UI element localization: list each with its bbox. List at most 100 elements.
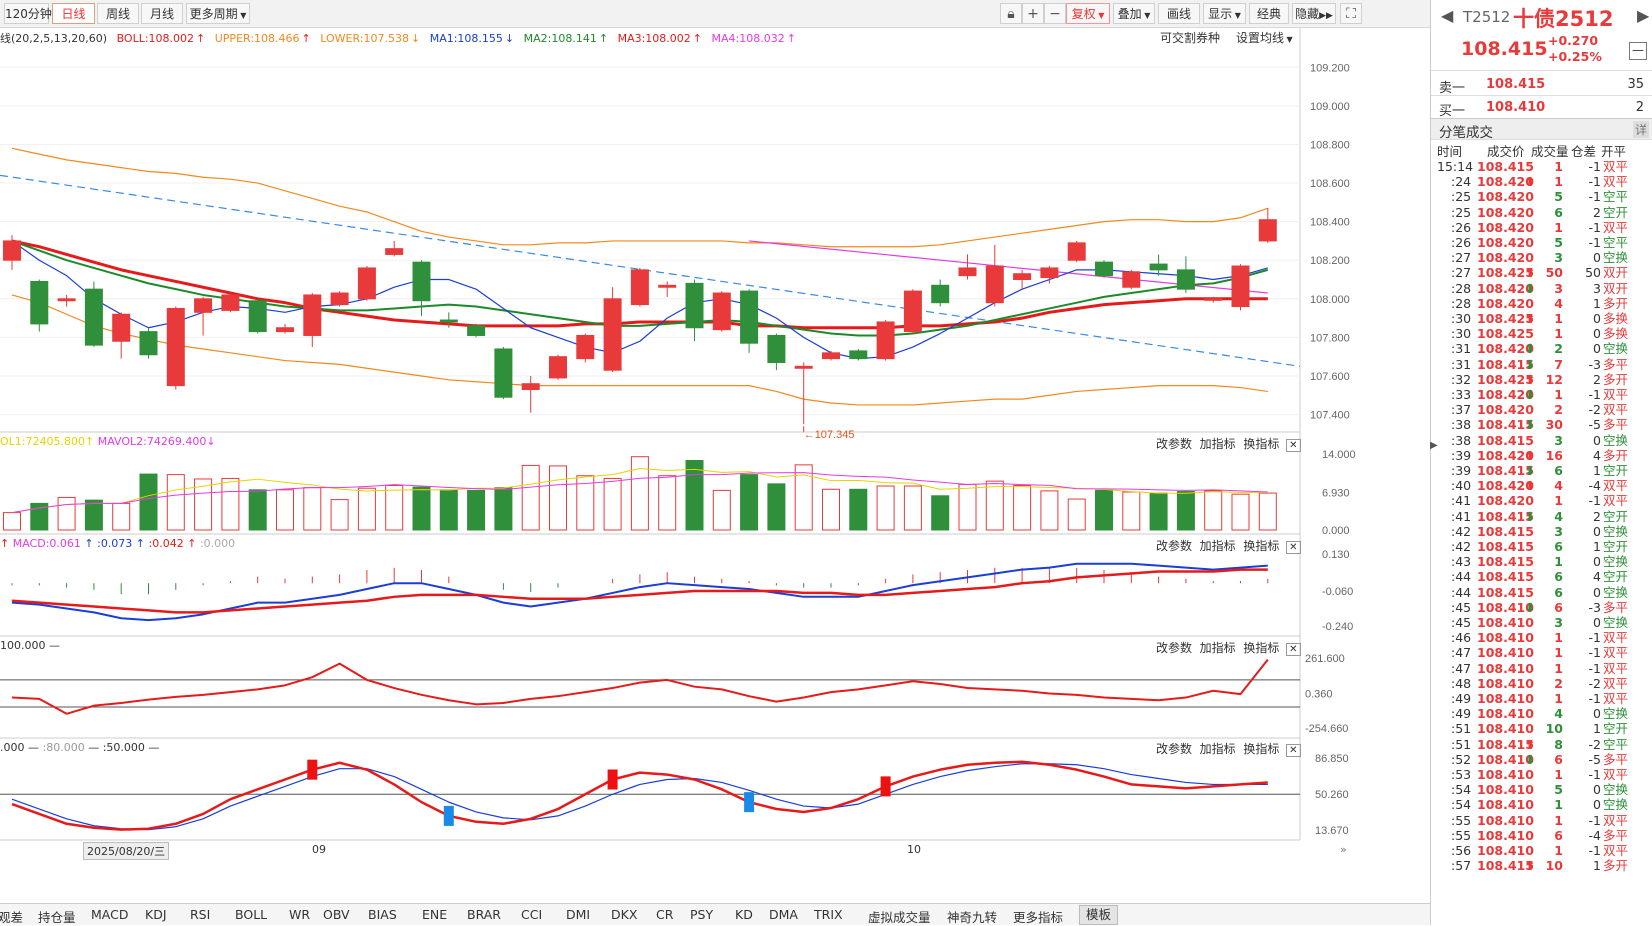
- swap-indicator-button[interactable]: 换指标: [1243, 641, 1280, 655]
- add-indicator-button[interactable]: 加指标: [1199, 539, 1236, 553]
- change-params-button[interactable]: 改参数: [1156, 742, 1193, 756]
- tick-oi: -5: [1588, 417, 1601, 433]
- tick-price: 108.425: [1477, 326, 1534, 342]
- close-icon[interactable]: ✕: [1286, 439, 1301, 452]
- tick-price: 108.415: [1477, 554, 1534, 570]
- period-week-tab[interactable]: 周线: [97, 3, 139, 24]
- indicator-tab[interactable]: DKX: [611, 907, 638, 922]
- zoom-out-icon[interactable]: −: [1044, 3, 1066, 24]
- indicator-tab[interactable]: BRAR: [467, 907, 501, 922]
- indicator-tab[interactable]: RSI: [190, 907, 211, 922]
- indicator-tab[interactable]: 虚拟成交量: [868, 910, 931, 925]
- close-icon[interactable]: ✕: [1286, 541, 1301, 554]
- volume-tick-label: 14.000: [1322, 449, 1356, 461]
- more-period-dropdown[interactable]: 更多周期 ▼: [186, 3, 250, 24]
- indicator-tab[interactable]: MACD: [91, 907, 129, 922]
- indicator-tab[interactable]: PSY: [690, 907, 714, 922]
- tick-type: 空平: [1603, 736, 1629, 752]
- tick-row: :46 108.410 1 -1 双平: [1431, 630, 1652, 646]
- indicator-tab[interactable]: TRIX: [814, 907, 843, 922]
- close-icon[interactable]: ✕: [1286, 744, 1301, 757]
- period-day-tab[interactable]: 日线: [52, 3, 95, 24]
- tick-row: :28 108.420 ⬇ 3 3 双开: [1431, 281, 1652, 297]
- zoom-in-icon[interactable]: +: [1022, 3, 1044, 24]
- indicator-tab[interactable]: DMA: [769, 907, 798, 922]
- boll-legend: 线(20,2,5,13,20,60) BOLL:108.002 ↑ UPPER:1…: [0, 30, 1370, 48]
- classic-button[interactable]: 经典: [1249, 3, 1289, 24]
- close-icon[interactable]: ✕: [1286, 643, 1301, 656]
- indicator-tab[interactable]: CCI: [521, 907, 543, 922]
- volume-bar: [1013, 484, 1032, 531]
- tick-price: 108.415: [1477, 736, 1534, 752]
- indicator-tab[interactable]: OBV: [323, 907, 350, 922]
- tick-volume: 6: [1554, 751, 1563, 767]
- next-contract-icon[interactable]: ▶: [1637, 6, 1650, 25]
- volume-bar: [1095, 489, 1113, 531]
- tick-oi: 50: [1585, 265, 1601, 281]
- tick-time: :27: [1451, 265, 1472, 281]
- indicator-tab[interactable]: BOLL: [235, 907, 268, 922]
- kline-chart[interactable]: 109.200 109.000 108.800 108.600 108.400 108.2…: [0, 0, 1430, 903]
- tick-oi: 3: [1593, 280, 1601, 296]
- add-indicator-button[interactable]: 加指标: [1199, 641, 1236, 655]
- tick-volume: 10: [1545, 858, 1563, 874]
- tick-type: 多平: [1603, 751, 1629, 767]
- tick-type: 空换: [1603, 523, 1629, 539]
- period-month-tab[interactable]: 月线: [141, 3, 183, 24]
- set-ma-dropdown[interactable]: 设置均线 ▼: [1236, 29, 1293, 46]
- indicator-tab[interactable]: DMI: [566, 907, 591, 922]
- swap-indicator-button[interactable]: 换指标: [1243, 742, 1280, 756]
- fullscreen-icon[interactable]: ⛶: [1340, 3, 1362, 24]
- minimize-icon[interactable]: —: [1629, 42, 1647, 60]
- overlay-dropdown[interactable]: 叠加 ▼: [1113, 3, 1155, 24]
- period-120m-tab[interactable]: 120分钟: [4, 3, 52, 24]
- tick-oi: 0: [1593, 311, 1601, 326]
- change-params-button[interactable]: 改参数: [1156, 539, 1193, 553]
- indicator-tab[interactable]: WR: [289, 907, 311, 922]
- arrow-down-icon: ⬇: [1525, 280, 1536, 296]
- display-dropdown[interactable]: 显示 ▼: [1203, 3, 1246, 24]
- swap-indicator-button[interactable]: 换指标: [1243, 437, 1280, 451]
- indicator-tab[interactable]: 持仓量: [38, 910, 76, 925]
- detail-button[interactable]: 详: [1632, 121, 1649, 138]
- draw-line-button[interactable]: 画线: [1158, 3, 1200, 24]
- hide-button[interactable]: 隐藏▶▶: [1292, 3, 1336, 24]
- tick-price: 108.420: [1477, 204, 1534, 220]
- prev-contract-icon[interactable]: ◀: [1441, 6, 1454, 25]
- ticks-list[interactable]: 15:14 108.415 1 -1 双平:24 108.420 ⬆ 1 -1 双平:25 108.…: [1431, 159, 1652, 925]
- indicator-tab[interactable]: 更多指标: [1013, 910, 1064, 925]
- ticks-title: 分笔成交: [1439, 125, 1493, 141]
- volume-bar: [139, 473, 158, 531]
- lower-value: LOWER:107.538: [320, 32, 409, 45]
- change-params-button[interactable]: 改参数: [1156, 437, 1193, 451]
- arrow-up-icon: ↑: [132, 537, 146, 550]
- tick-volume: 6: [1554, 569, 1563, 585]
- indicator-tab[interactable]: 神奇九转: [947, 910, 998, 925]
- candle-body: [166, 307, 185, 387]
- indicator-tab[interactable]: 模板: [1079, 905, 1119, 925]
- swap-indicator-button[interactable]: 换指标: [1243, 539, 1280, 553]
- add-indicator-button[interactable]: 加指标: [1199, 437, 1236, 451]
- price-tick-label: 109.200: [1310, 62, 1350, 74]
- lock-icon[interactable]: 🔒︎: [1000, 3, 1022, 24]
- tick-volume: 1: [1554, 691, 1563, 706]
- rights-dropdown[interactable]: 复权 ▼: [1066, 3, 1110, 24]
- change-params-button[interactable]: 改参数: [1156, 641, 1193, 655]
- indicator-tab[interactable]: ENE: [422, 907, 448, 922]
- tradable-ticket-link[interactable]: 可交割券种: [1160, 31, 1221, 45]
- tick-price: 108.415: [1477, 508, 1534, 524]
- candle-body: [439, 319, 458, 323]
- volume-bar: [767, 483, 786, 531]
- indicator-tab[interactable]: 观差: [0, 910, 24, 925]
- tick-oi: -1: [1588, 767, 1601, 782]
- add-indicator-button[interactable]: 加指标: [1199, 742, 1236, 756]
- indicator-tab[interactable]: BIAS: [368, 907, 397, 922]
- candle-body: [521, 383, 540, 390]
- candle-body: [221, 294, 240, 311]
- tick-time: :55: [1451, 812, 1472, 828]
- panel-toggle-icon[interactable]: ▶: [1430, 440, 1438, 451]
- indicator-tab[interactable]: KD: [735, 907, 753, 922]
- tick-volume: 4: [1554, 706, 1563, 722]
- indicator-tab[interactable]: KDJ: [145, 907, 167, 922]
- indicator-tab[interactable]: CR: [656, 907, 674, 922]
